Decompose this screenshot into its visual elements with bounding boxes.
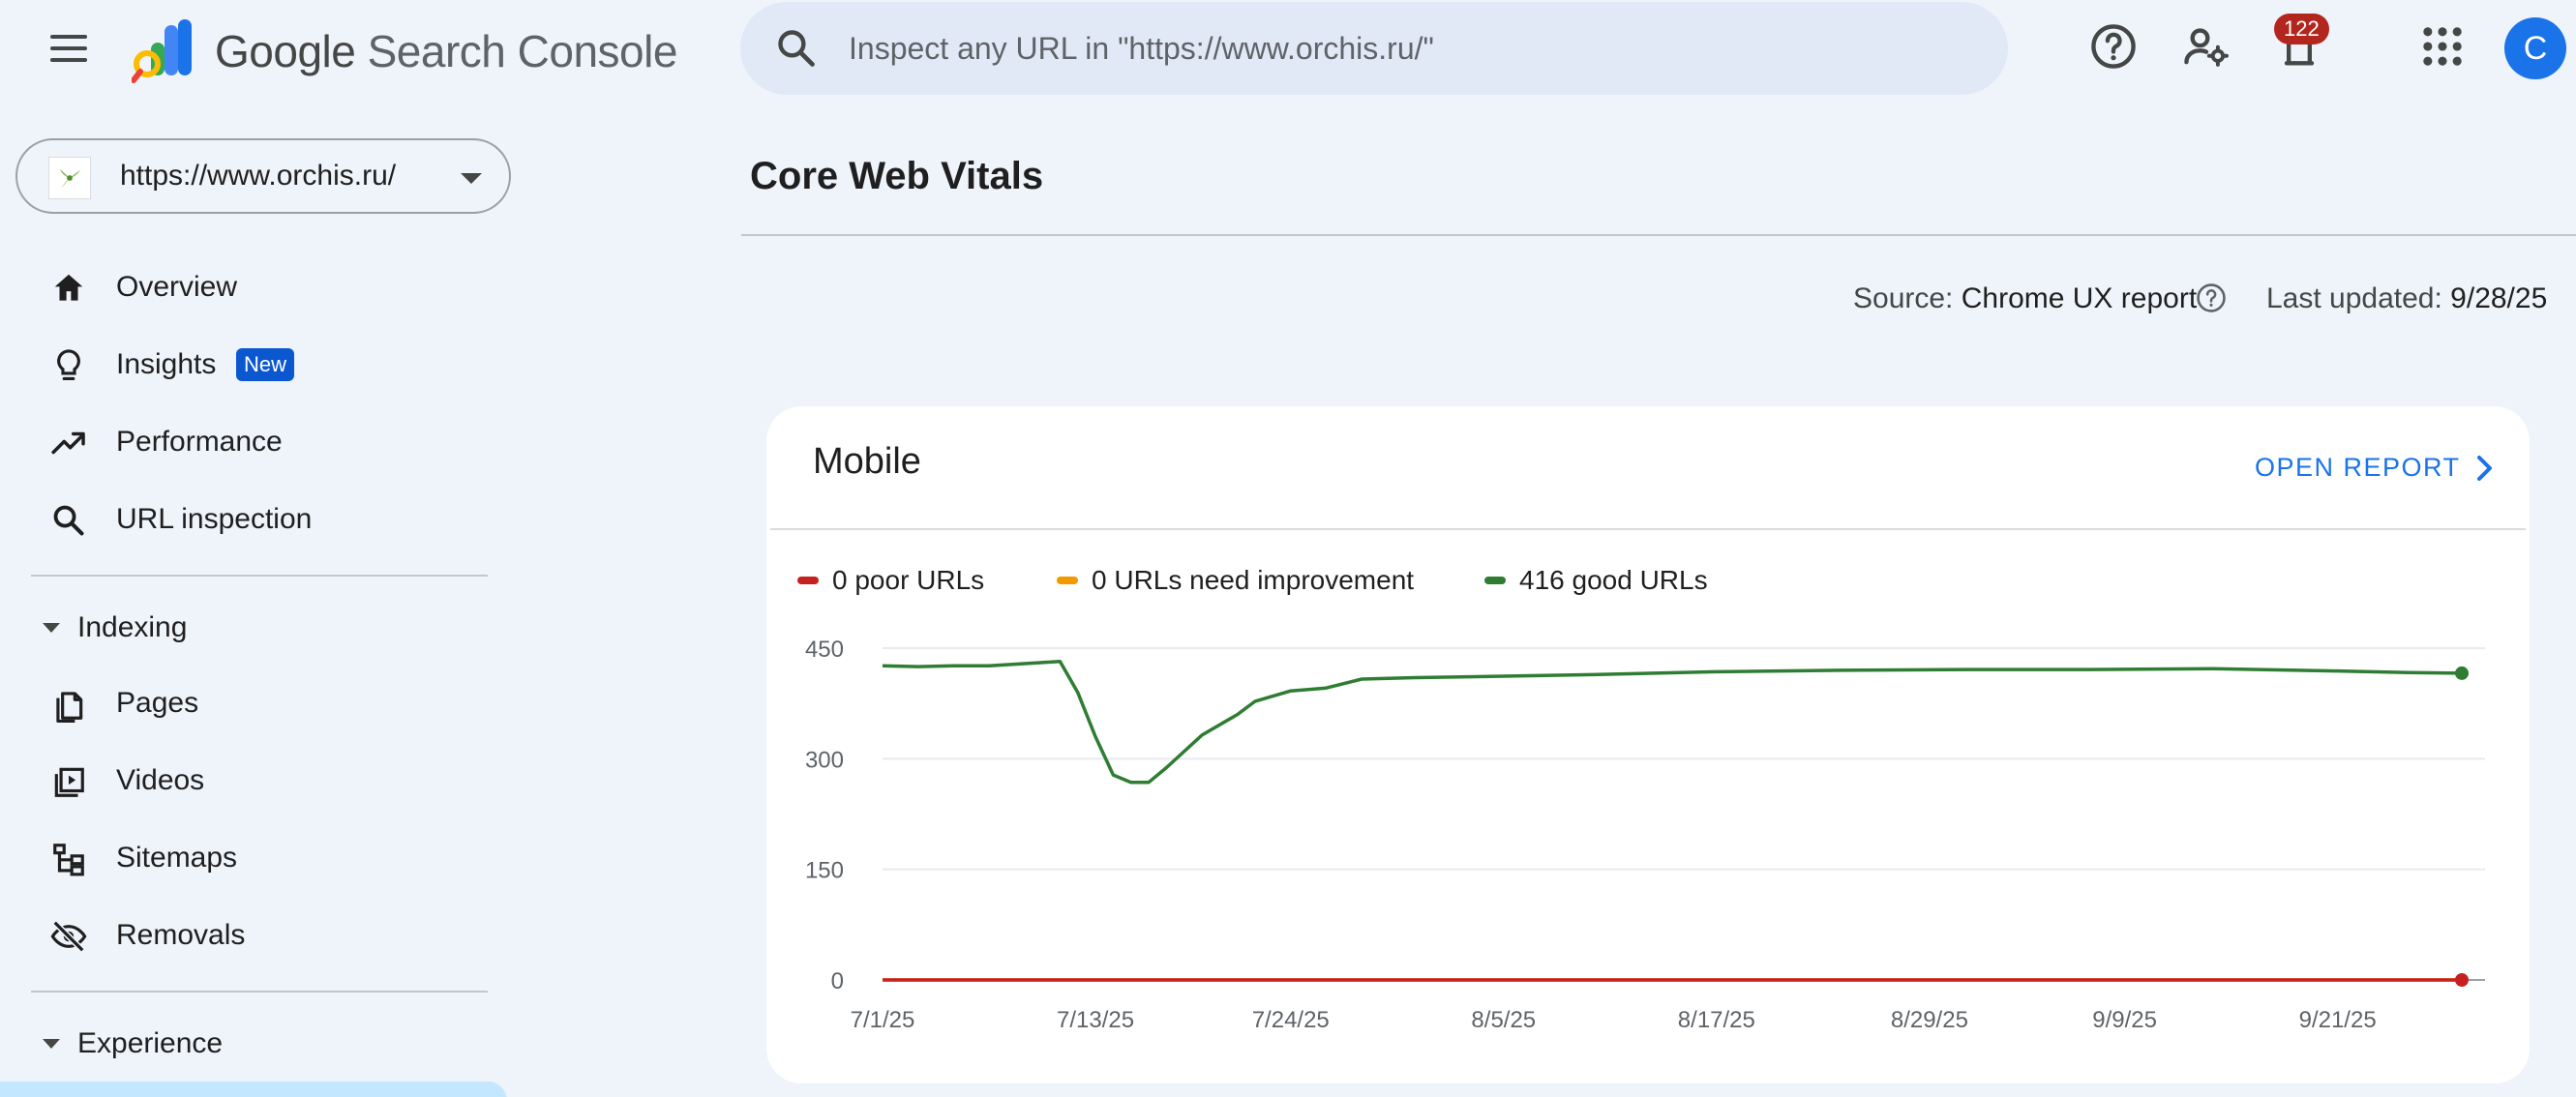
sidebar-item-url-inspection[interactable]: URL inspection	[0, 485, 494, 554]
visibility-off-icon	[50, 920, 87, 953]
product-name: Google Search Console	[215, 25, 677, 77]
x-tick-label: 8/29/25	[1891, 1007, 1968, 1033]
search-icon	[53, 505, 84, 536]
lightbulb-icon	[57, 349, 80, 381]
url-inspection-input[interactable]	[849, 2, 1962, 95]
sidebar-item-label: Overview	[116, 271, 238, 303]
site-favicon	[48, 157, 91, 199]
updated-label: Last updated:	[2266, 282, 2442, 314]
mobile-report-card: Mobile OPEN REPORT 0 poor URLs 0 URLs ne…	[766, 406, 2530, 1083]
sidebar-item-insights[interactable]: Insights	[0, 330, 494, 400]
x-tick-label: 7/13/25	[1057, 1007, 1134, 1033]
brand-product: Search Console	[367, 26, 678, 76]
x-tick-label: 9/21/25	[2299, 1007, 2377, 1033]
sidebar-item-label: URL inspection	[116, 503, 313, 535]
sidebar-item-label: Removals	[116, 919, 246, 951]
sidebar-item-label: Sitemaps	[116, 842, 238, 874]
menu-icon-line	[50, 58, 87, 62]
cwv-line-chart: 0 150 300 450 7/1/25 7/13/25 7/24/25 8/5/25 8/17…	[805, 637, 2485, 1033]
series-end-point-0	[2455, 973, 2469, 987]
open-report-link[interactable]: OPEN REPORT	[2255, 453, 2496, 483]
trending-up-icon	[51, 431, 85, 455]
property-selector[interactable]: https://www.orchis.ru/	[15, 138, 511, 214]
y-tick-label: 0	[831, 968, 844, 994]
page-title: Core Web Vitals	[750, 155, 1044, 197]
new-badge: New	[236, 348, 295, 381]
sidebar-item-active[interactable]	[0, 1082, 507, 1097]
data-source: Source: Chrome UX report	[1853, 282, 2197, 315]
x-tick-label: 9/9/25	[2092, 1007, 2157, 1033]
dropdown-caret-icon	[461, 173, 482, 184]
search-icon[interactable]	[775, 27, 818, 70]
sidebar-item-label: Videos	[116, 764, 205, 796]
sidebar-item-sitemaps[interactable]: Sitemaps	[0, 823, 494, 893]
legend-label: 0 poor URLs	[832, 565, 985, 595]
apps-grid-icon[interactable]	[2417, 21, 2468, 72]
source-help-icon[interactable]	[2195, 282, 2228, 314]
sidebar-item-pages[interactable]: Pages	[0, 668, 494, 738]
series-line-2	[882, 659, 2463, 785]
source-value: Chrome UX report	[1961, 282, 2198, 314]
card-title: Mobile	[813, 441, 921, 482]
section-label: Experience	[77, 1027, 224, 1059]
series-end-point-2	[2455, 666, 2469, 680]
open-report-label: OPEN REPORT	[2255, 453, 2461, 482]
legend-poor[interactable]: 0 poor URLs	[797, 561, 984, 600]
help-icon[interactable]	[2088, 21, 2139, 72]
source-label: Source:	[1853, 282, 1954, 314]
property-url: https://www.orchis.ru/	[120, 160, 397, 192]
x-tick-label: 8/17/25	[1678, 1007, 1755, 1033]
legend-swatch-good	[1484, 577, 1506, 584]
search-console-logo[interactable]	[132, 19, 197, 83]
sidebar-item-label: Performance	[116, 426, 283, 458]
legend-needs-improvement[interactable]: 0 URLs need improvement	[1057, 561, 1414, 600]
x-tick-label: 8/5/25	[1471, 1007, 1536, 1033]
sidebar-item-removals[interactable]: Removals	[0, 901, 494, 970]
sidebar-item-overview[interactable]: Overview	[0, 252, 494, 322]
legend-label: 0 URLs need improvement	[1092, 565, 1415, 595]
menu-icon-line	[50, 46, 87, 50]
sidebar-divider	[31, 991, 488, 993]
menu-icon	[50, 35, 87, 39]
x-tick-label: 7/1/25	[851, 1007, 915, 1033]
sidebar-item-label: Insights	[116, 348, 217, 380]
main-menu-button[interactable]	[43, 27, 97, 70]
legend-swatch-needs-improvement	[1057, 577, 1078, 584]
top-app-bar: Google Search Console 122 C	[0, 0, 2576, 106]
card-divider	[770, 528, 2526, 530]
legend-swatch-poor	[797, 577, 819, 584]
chevron-right-icon	[2476, 455, 2492, 481]
legend-good[interactable]: 416 good URLs	[1484, 561, 1708, 600]
sidebar-item-label: Pages	[116, 687, 199, 719]
notifications-badge: 122	[2274, 14, 2329, 44]
home-icon	[54, 274, 83, 301]
video-icon	[54, 767, 84, 797]
section-label: Indexing	[77, 611, 188, 643]
sitemap-icon	[53, 844, 84, 876]
legend-label: 416 good URLs	[1519, 565, 1708, 595]
last-updated: Last updated: 9/28/25	[2266, 282, 2547, 315]
expand-icon	[43, 1039, 60, 1049]
x-tick-label: 7/24/25	[1252, 1007, 1330, 1033]
url-inspection-search	[740, 2, 2008, 95]
manage-users-icon[interactable]	[2181, 21, 2232, 72]
expand-icon	[43, 623, 60, 633]
y-tick-label: 300	[805, 747, 844, 773]
updated-value: 9/28/25	[2450, 282, 2548, 314]
sidebar-item-performance[interactable]: Performance	[0, 407, 494, 477]
y-tick-label: 150	[805, 858, 844, 884]
sidebar-divider	[31, 575, 488, 577]
brand-google: Google	[215, 26, 356, 76]
header-divider	[741, 234, 2576, 236]
y-tick-label: 450	[805, 637, 844, 663]
sidebar-section-indexing[interactable]: Indexing	[0, 598, 494, 656]
account-avatar[interactable]: C	[2504, 17, 2566, 79]
pages-icon	[56, 692, 83, 723]
sidebar-section-experience[interactable]: Experience	[0, 1014, 494, 1072]
sidebar-item-videos[interactable]: Videos	[0, 746, 494, 815]
